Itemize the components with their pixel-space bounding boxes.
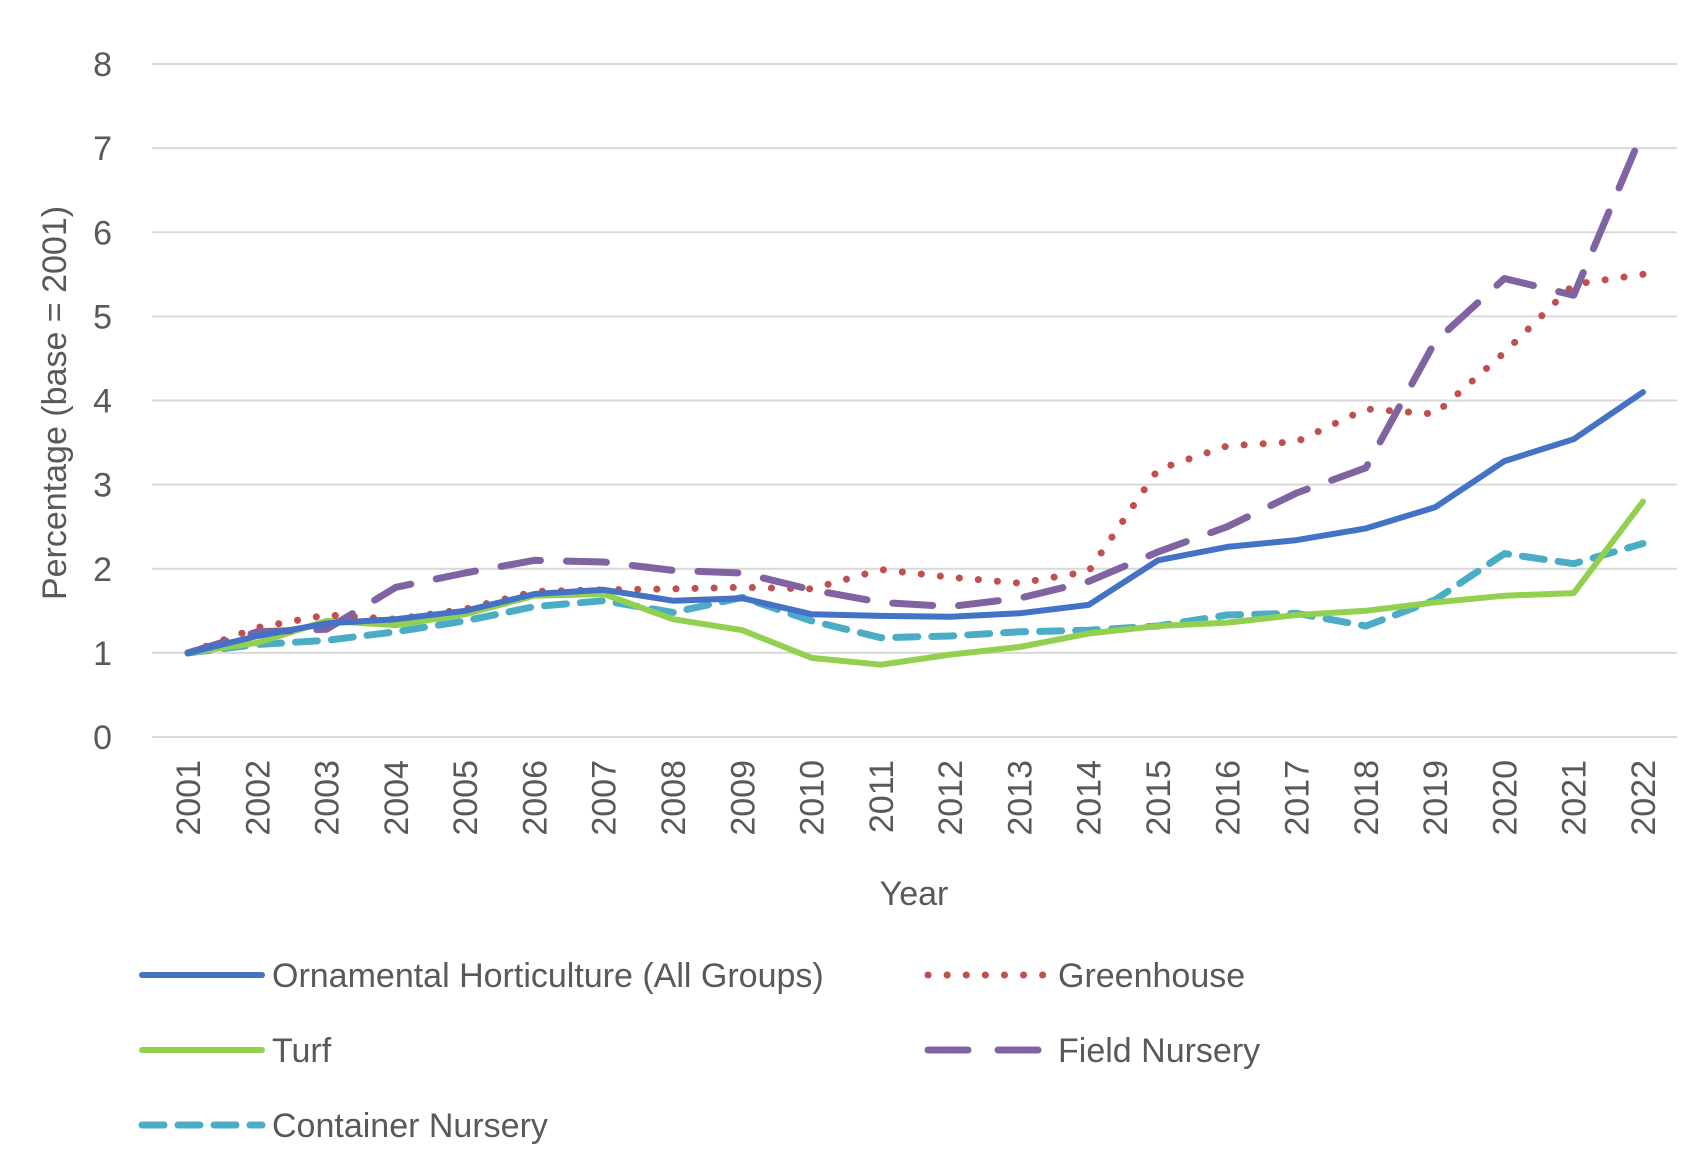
x-tick-label: 2004 [378,760,416,836]
x-tick-label: 2006 [516,760,554,836]
series-line-greenhouse [184,270,1647,657]
series-lines [184,127,1647,668]
y-tick-label: 6 [93,214,112,252]
legend-label: Greenhouse [1058,957,1245,995]
x-tick-label: 2019 [1417,760,1455,836]
y-tick-label: 7 [93,130,112,168]
x-axis-label: Year [880,875,949,913]
x-axis-ticks: 2001 2002 2003 2004 2005 2006 2007 2008 2009 2010… [170,760,1663,836]
x-tick-label: 2002 [239,760,277,836]
x-tick-label: 2008 [655,760,693,836]
legend-label: Ornamental Horticulture (All Groups) [272,957,824,995]
series-line-turf [185,498,1646,668]
y-tick-label: 5 [93,298,112,336]
y-tick-label: 1 [93,635,112,673]
legend: Ornamental Horticulture (All Groups) Gree… [138,957,1260,1145]
x-tick-label: 2017 [1279,760,1317,836]
series-line-field-nursery [184,127,1647,657]
legend-label: Container Nursery [272,1107,548,1145]
x-tick-label: 2021 [1556,760,1594,836]
y-tick-label: 3 [93,467,112,505]
x-tick-label: 2010 [794,760,832,836]
x-tick-label: 2016 [1209,760,1247,836]
series-line-ornamental-horticulture-all-groups [185,389,1646,656]
x-tick-label: 2014 [1071,760,1109,836]
y-tick-label: 0 [93,719,112,757]
x-tick-label: 2011 [863,760,901,833]
y-axis-label: Percentage (base = 2001) [36,206,74,600]
legend-label: Turf [272,1032,332,1070]
x-tick-label: 2015 [1140,760,1178,836]
y-axis-ticks: 0 1 2 3 4 5 6 7 8 [93,46,112,757]
x-tick-label: 2001 [170,760,208,836]
y-tick-label: 2 [93,551,112,589]
y-tick-label: 8 [93,46,112,84]
gridlines [152,63,1677,738]
legend-label: Field Nursery [1058,1032,1260,1070]
x-tick-label: 2009 [724,760,762,836]
x-tick-label: 2007 [586,760,624,836]
x-tick-label: 2018 [1348,760,1386,836]
x-tick-label: 2012 [932,760,970,836]
x-tick-label: 2022 [1625,760,1663,836]
y-tick-label: 4 [93,383,112,421]
x-tick-label: 2003 [309,760,347,836]
series-line-container-nursery [184,540,1647,657]
x-tick-label: 2020 [1486,760,1524,836]
x-tick-label: 2005 [447,760,485,836]
x-tick-label: 2013 [1001,760,1039,836]
